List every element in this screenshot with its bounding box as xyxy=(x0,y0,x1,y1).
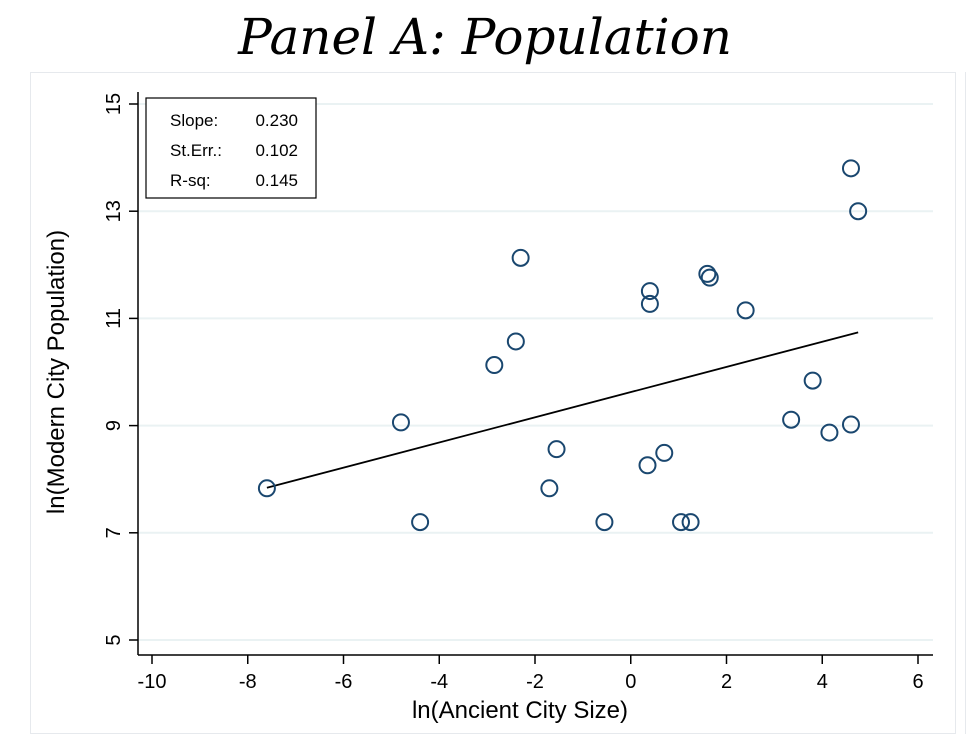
stats-value: 0.230 xyxy=(255,111,298,130)
data-point xyxy=(700,268,719,287)
data-point xyxy=(782,410,801,429)
x-tick-label: 0 xyxy=(625,671,636,693)
x-tick-label: -4 xyxy=(430,671,448,693)
fit-line xyxy=(266,331,859,489)
stats-box-frame xyxy=(145,97,317,199)
chart-title: Panel A: Population xyxy=(238,8,732,66)
data-points xyxy=(257,159,868,532)
data-point xyxy=(640,294,659,313)
data-point xyxy=(485,356,504,375)
data-point xyxy=(655,443,674,462)
data-point xyxy=(540,479,559,498)
data-point xyxy=(391,413,410,432)
x-tick-label: -2 xyxy=(526,671,544,693)
data-point xyxy=(803,371,822,390)
data-point xyxy=(698,264,717,283)
y-tick-label: 11 xyxy=(103,308,125,329)
stats-label: St.Err.: xyxy=(170,141,222,160)
y-tick-label: 5 xyxy=(103,634,125,645)
data-point xyxy=(849,202,868,221)
x-tick-label: -6 xyxy=(335,671,353,693)
data-point xyxy=(841,159,860,178)
x-tick-label: -10 xyxy=(138,671,167,693)
data-point xyxy=(511,248,530,267)
stats-value: 0.102 xyxy=(255,141,298,160)
data-point xyxy=(672,513,691,532)
data-point xyxy=(411,513,430,532)
stats-label: R-sq: xyxy=(170,171,211,190)
x-tick-label: 2 xyxy=(721,671,732,693)
stats-label: Slope: xyxy=(170,111,218,130)
data-point xyxy=(638,456,657,475)
x-tick-label: -8 xyxy=(239,671,257,693)
data-point xyxy=(736,301,755,320)
x-axis-title: ln(Ancient City Size) xyxy=(412,697,628,724)
data-point xyxy=(841,415,860,434)
data-point xyxy=(595,513,614,532)
y-tick-label: 7 xyxy=(103,527,125,538)
y-tick-label: 9 xyxy=(103,420,125,431)
data-point xyxy=(820,423,839,442)
data-point xyxy=(257,479,276,498)
y-tick-label: 15 xyxy=(103,93,125,115)
fit-line-group xyxy=(266,331,859,489)
data-point xyxy=(681,513,700,532)
stats-box: Slope: 0.230 St.Err.: 0.102 R-sq: 0.145 xyxy=(145,97,317,199)
y-tick-label: 13 xyxy=(103,200,125,222)
adjacent-panel-edge xyxy=(965,72,978,734)
stats-value: 0.145 xyxy=(255,171,298,190)
x-tick-label: 4 xyxy=(817,671,828,693)
y-axis-title: ln(Modern City Population) xyxy=(43,230,70,514)
axes: 5 7 9 11 13 15 -10 -8 -6 -4 -2 0 2 4 6 xyxy=(103,92,933,693)
data-point xyxy=(547,440,566,459)
data-point xyxy=(640,282,659,301)
data-point xyxy=(506,332,525,351)
x-tick-label: 6 xyxy=(912,671,923,693)
